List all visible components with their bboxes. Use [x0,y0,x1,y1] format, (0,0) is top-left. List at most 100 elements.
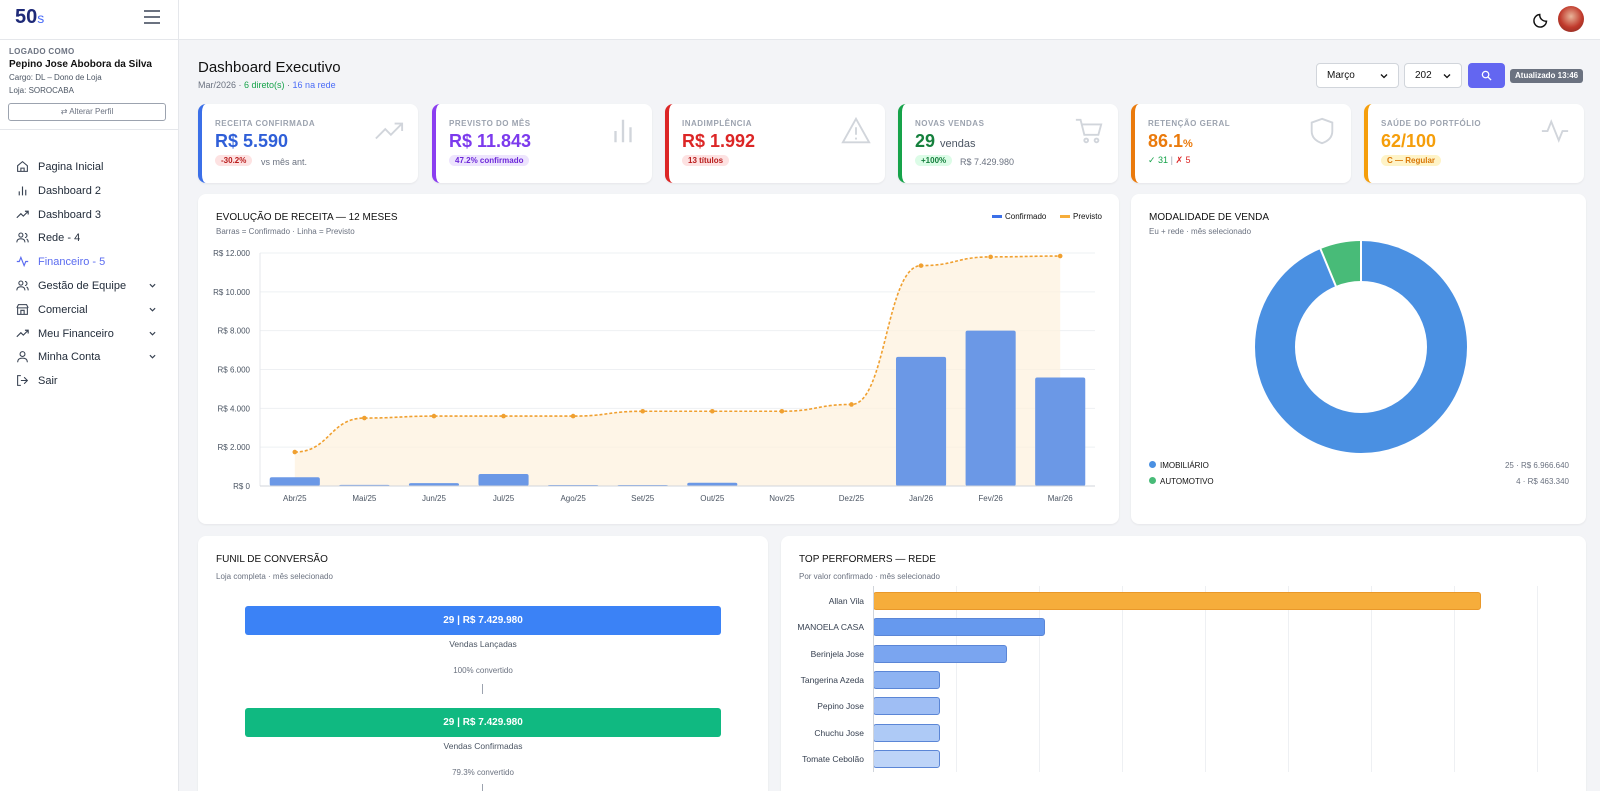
logo-text: 50 [15,6,38,28]
sidebar-item-sair[interactable]: Sair [0,370,179,392]
grid-line [1122,586,1123,772]
legend-previsto[interactable]: Previsto [1060,212,1102,221]
x-tick-label: Ago/25 [560,494,586,503]
confirmado-bar[interactable] [687,482,738,486]
funnel-stage-bar[interactable]: 29 | R$ 7.429.980 [245,606,721,635]
previsto-point[interactable] [501,413,506,419]
previsto-point[interactable] [709,408,715,414]
performer-bar[interactable] [873,670,940,689]
top-performers-card: TOP PERFORMERS — REDE Por valor confirma… [781,536,1586,791]
alter-profile-button[interactable]: ⇄ Alterar Perfil [8,103,166,121]
network-count: 16 na rede [292,80,336,90]
y-tick-label: R$ 10.000 [213,288,250,297]
previsto-point[interactable] [570,413,576,419]
confirmado-bar[interactable] [895,356,947,486]
sidebar-item-rede[interactable]: Rede - 4 [0,227,179,249]
avatar[interactable] [1558,6,1584,32]
performer-bar[interactable] [873,697,940,716]
kpi-value: R$ 1.992 [682,131,756,151]
bar-chart-icon [18,186,27,196]
performer-name: Allan Vila [828,596,864,606]
kpi-card-receita: RECEITA CONFIRMADA R$ 5.590 -30.2% vs mê… [198,104,418,183]
performer-bar[interactable] [873,644,1007,663]
y-tick-label: R$ 0 [233,482,250,491]
menu-toggle-icon[interactable] [144,10,160,24]
kpi-title: RECEITA CONFIRMADA [215,119,316,128]
previsto-point[interactable] [640,408,646,414]
home-icon [17,160,28,172]
performer-bar[interactable] [873,723,940,742]
legend-confirmado[interactable]: Confirmado [992,212,1046,221]
sidebar-item-financeiro[interactable]: Financeiro - 5 [0,251,179,273]
sidebar-item-dashboard-2[interactable]: Dashboard 2 [0,180,179,202]
kpi-card-saude: SAÚDE DO PORTFÓLIO 62/100 C — Regular [1364,104,1584,183]
previsto-point[interactable] [1057,253,1063,259]
performer-name: Tangerina Azeda [800,674,864,685]
trending-up-icon [16,329,29,338]
month-select[interactable]: Março [1316,63,1399,88]
updated-badge: Atualizado 13:46 [1510,69,1584,83]
grid-line [1454,586,1455,772]
previsto-point[interactable] [292,449,298,455]
confirmado-bar[interactable] [269,477,320,486]
separator: | [1170,155,1173,165]
previsto-point[interactable] [988,254,993,260]
sidebar-item-comercial[interactable]: Comercial [0,299,179,321]
confirmado-bar[interactable] [408,483,460,486]
sidebar-item-label: Minha Conta [38,351,101,363]
logo-suffix: s [37,10,45,26]
x-tick-label: Dez/25 [839,494,865,503]
revenue-chart: R$ 0 R$ 2.000 R$ 4.000 R$ 6.000 R$ 8.000 R$ 1… [213,249,1095,503]
trending-up-icon [375,122,404,140]
kpi-value-suffix: vendas [940,138,976,150]
dark-mode-icon[interactable] [1533,10,1551,28]
legend-label: Confirmado [1005,212,1047,221]
legend-label: AUTOMOTIVO [1160,477,1214,486]
kpi-value: 29 vendas [915,131,976,152]
confirmado-bar[interactable] [478,473,529,486]
x-tick-label: Nov/25 [769,494,795,503]
card-title: FUNIL DE CONVERSÃO [216,554,328,565]
year-value: 202 [1415,70,1432,81]
previsto-point[interactable] [362,415,367,421]
previsto-point[interactable] [779,408,785,414]
card-subtitle: Loja completa · mês selecionado [216,572,333,581]
search-button[interactable] [1468,63,1505,88]
funnel-card: FUNIL DE CONVERSÃO Loja completa · mês s… [198,536,768,791]
sidebar-item-gestao-equipe[interactable]: Gestão de Equipe [0,275,179,297]
funnel-conversion: 100% convertido [453,666,513,675]
store-icon [16,304,29,315]
previsto-point[interactable] [918,263,924,268]
app-logo[interactable]: 50s [15,6,44,29]
previsto-point[interactable] [849,402,854,407]
performer-bar[interactable] [873,618,1046,637]
performer-bar[interactable] [873,749,940,768]
y-tick-label: R$ 12.000 [213,249,250,258]
legend-imobiliario: IMOBILIÁRIO 25 · R$ 6.966.640 [1149,461,1569,470]
funnel-stage-bar[interactable]: 29 | R$ 7.429.980 [245,708,721,737]
previsto-point[interactable] [431,413,437,419]
sidebar-item-minha-conta[interactable]: Minha Conta [0,346,179,368]
confirmado-bar[interactable] [1035,377,1086,486]
funnel-stage-label: Vendas Lançadas [449,639,517,649]
sidebar-item-label: Financeiro - 5 [38,256,106,268]
sidebar-item-dashboard-3[interactable]: Dashboard 3 [0,204,179,226]
shield-icon [1310,117,1334,145]
performer-name: Pepino Jose [817,701,864,712]
divider [178,0,179,40]
confirmado-bar[interactable] [965,330,1016,486]
year-select[interactable]: 202 [1404,63,1462,88]
legend-dot [1149,461,1156,468]
page-subtitle: Mar/2026 · 6 direto(s) · 16 na rede [198,80,336,90]
user-name: Pepino Jose Abobora da Silva [9,59,152,70]
performer-name: MANOELA CASA [797,622,864,633]
grid-line [956,586,957,772]
kpi-card-inadimplencia: INADIMPLÊNCIA R$ 1.992 13 títulos [665,104,885,183]
sidebar-item-label: Comercial [38,304,88,316]
sidebar-item-meu-financeiro[interactable]: Meu Financeiro [0,323,179,345]
donut-slice[interactable] [1255,241,1467,453]
revenue-chart-card: EVOLUÇÃO DE RECEITA — 12 MESES Barras = … [198,194,1119,524]
performer-bar[interactable] [873,592,1481,610]
sidebar-item-home[interactable]: Pagina Inicial [0,156,179,178]
logged-as-label: LOGADO COMO [9,47,75,56]
